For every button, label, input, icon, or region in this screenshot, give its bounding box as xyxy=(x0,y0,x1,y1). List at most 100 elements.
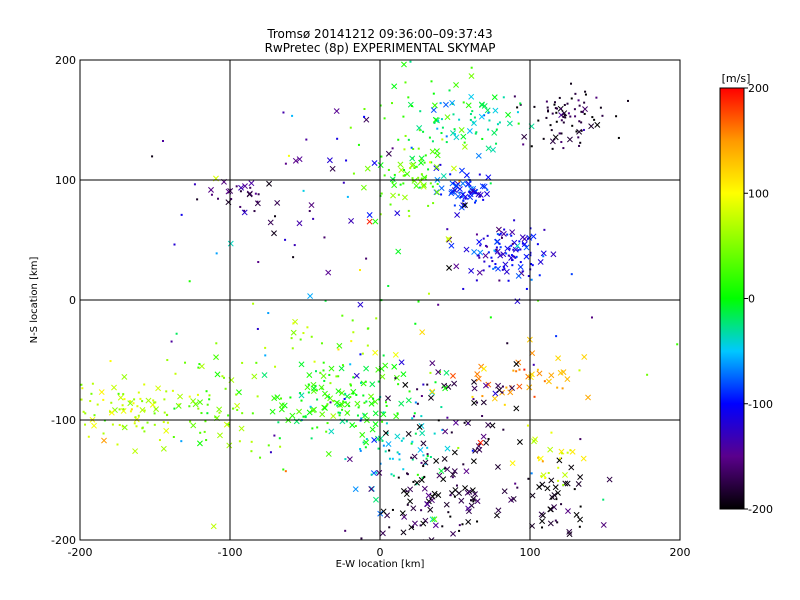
data-point-x xyxy=(468,93,475,100)
data-point-x xyxy=(475,191,482,198)
data-point-x xyxy=(474,498,481,505)
data-point-dot xyxy=(394,377,397,380)
data-point-x xyxy=(91,422,97,429)
data-point-dot xyxy=(494,266,497,269)
data-point-x xyxy=(564,480,571,487)
data-point-dot xyxy=(521,270,524,273)
data-point-dot xyxy=(332,400,335,403)
data-point-dot xyxy=(494,263,497,266)
data-point-dot xyxy=(615,115,618,118)
data-point-dot xyxy=(511,264,514,267)
data-point-x xyxy=(440,173,447,179)
data-point-dot xyxy=(503,403,506,406)
data-point-x xyxy=(470,185,477,192)
data-point-dot xyxy=(478,256,481,259)
data-point-dot xyxy=(510,234,513,237)
data-point-dot xyxy=(352,331,355,334)
data-point-x xyxy=(344,409,351,416)
data-point-dot xyxy=(578,144,581,147)
data-point-dot xyxy=(382,354,385,357)
data-point-x xyxy=(357,301,364,308)
data-point-dot xyxy=(481,415,484,418)
data-point-dot xyxy=(577,136,580,139)
data-point-dot xyxy=(566,451,569,454)
data-point-x xyxy=(774,359,779,364)
data-point-x xyxy=(254,200,261,207)
data-point-dot xyxy=(419,110,422,113)
data-point-dot xyxy=(555,335,558,338)
data-point-dot xyxy=(196,393,199,396)
data-point-x xyxy=(467,194,474,201)
data-point-dot xyxy=(478,195,481,198)
data-point-x xyxy=(505,111,512,118)
data-point-x xyxy=(393,413,400,420)
data-point-x xyxy=(325,450,332,457)
data-point-dot xyxy=(545,100,548,103)
data-point-x xyxy=(556,457,563,464)
data-point-dot xyxy=(280,397,283,400)
data-point-dot xyxy=(305,138,308,141)
data-point-x xyxy=(491,395,498,402)
data-point-dot xyxy=(446,228,449,231)
data-point-dot xyxy=(355,393,358,396)
data-point-x xyxy=(424,501,430,508)
data-point-x xyxy=(120,408,127,414)
data-point-x xyxy=(382,362,389,369)
data-point-x xyxy=(477,249,484,256)
data-point-dot xyxy=(383,117,386,120)
data-point-dot xyxy=(337,375,340,378)
data-point-dot xyxy=(357,143,360,146)
data-point-dot xyxy=(357,406,360,409)
data-point-dot xyxy=(519,103,522,106)
data-point-dot xyxy=(432,92,435,95)
data-point-x xyxy=(395,248,402,255)
data-point-x xyxy=(521,133,528,140)
data-point-dot xyxy=(82,410,85,413)
data-point-dot xyxy=(626,99,629,102)
data-point-x xyxy=(432,522,439,529)
data-point-dot xyxy=(452,113,455,116)
data-point-dot xyxy=(178,403,181,406)
data-point-x xyxy=(496,387,503,394)
data-point-x xyxy=(479,183,486,190)
data-point-dot xyxy=(379,104,382,107)
data-point-dot xyxy=(543,228,546,231)
data-point-x xyxy=(441,455,448,462)
data-point-dot xyxy=(87,435,90,438)
data-point-dot xyxy=(514,256,517,259)
data-point-dot xyxy=(362,441,365,444)
data-point-x xyxy=(431,102,438,109)
data-point-dot xyxy=(513,219,516,222)
data-point-x xyxy=(428,394,434,401)
data-point-dot xyxy=(284,238,287,241)
data-point-dot xyxy=(476,401,479,404)
y-axis-label: N-S location [km] xyxy=(29,257,40,344)
data-point-dot xyxy=(400,439,403,442)
data-point-x xyxy=(339,401,346,408)
data-point-dot xyxy=(451,476,454,479)
data-point-x xyxy=(464,181,471,188)
data-point-x xyxy=(575,481,582,487)
data-point-dot xyxy=(154,401,157,404)
data-point-dot xyxy=(518,368,521,371)
data-point-dot xyxy=(171,389,174,392)
data-point-dot xyxy=(365,438,368,441)
data-point-x xyxy=(392,351,399,358)
data-point-dot xyxy=(517,249,520,252)
data-point-dot xyxy=(441,126,444,129)
data-point-x xyxy=(121,424,128,431)
data-point-x xyxy=(380,508,387,515)
data-point-dot xyxy=(584,90,587,93)
data-point-x xyxy=(491,129,498,136)
colorbar-tick-label: 200 xyxy=(748,82,769,95)
data-point-x xyxy=(471,249,478,255)
data-point-dot xyxy=(287,154,290,157)
data-point-x xyxy=(452,419,459,426)
data-point-dot xyxy=(189,420,192,423)
data-point-x xyxy=(325,269,332,276)
data-point-x xyxy=(450,165,457,172)
data-point-dot xyxy=(166,359,169,362)
data-point-dot xyxy=(569,115,572,118)
data-point-x xyxy=(466,128,473,134)
data-point-dot xyxy=(431,185,434,188)
